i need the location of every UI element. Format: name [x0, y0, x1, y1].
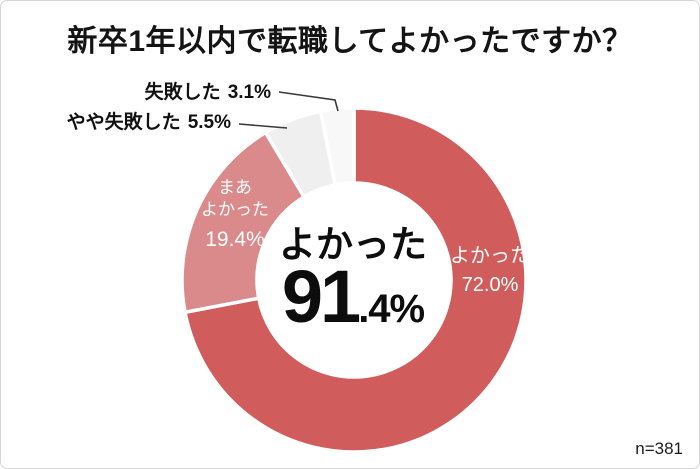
donut-center-category: よかった [279, 224, 427, 265]
label-yaya-shippai-name: やや失敗した [66, 112, 181, 133]
donut-center-value-main: 91 [281, 255, 361, 338]
label-maa-line2: よかった [201, 199, 269, 219]
donut-center-value: 91.4% [282, 260, 425, 334]
label-yaya-shippai-value: 5.5% [187, 112, 231, 133]
donut-slices [180, 106, 528, 454]
label-yaya-shippai: やや失敗した 5.5% [67, 112, 231, 135]
slice-yokatta [183, 106, 528, 454]
label-shippai-value: 3.1% [227, 82, 271, 103]
slice-shippai [318, 106, 356, 187]
slice-maa-yokatta [180, 130, 306, 314]
sample-size-note: n=381 [635, 439, 683, 458]
label-yokatta-value: 72.0% [461, 274, 519, 296]
label-maa-line1: まあ [218, 177, 252, 197]
label-shippai: 失敗した 3.1% [145, 82, 271, 105]
label-yokatta-name: よかった [450, 245, 530, 267]
donut-center-value-rest: .4% [358, 287, 425, 331]
leader-line-yaya-shippai [238, 123, 288, 129]
label-yokatta-slice: よかった 72.0% [450, 242, 530, 300]
chart-title: 新卒1年以内で転職してよかったですか？ [67, 25, 633, 58]
label-shippai-name: 失敗した [144, 82, 221, 103]
label-maa-value: 19.4% [205, 227, 265, 251]
leader-line-shippai [278, 91, 339, 112]
label-maa-yokatta-slice: まあ よかった 19.4% [201, 177, 269, 253]
